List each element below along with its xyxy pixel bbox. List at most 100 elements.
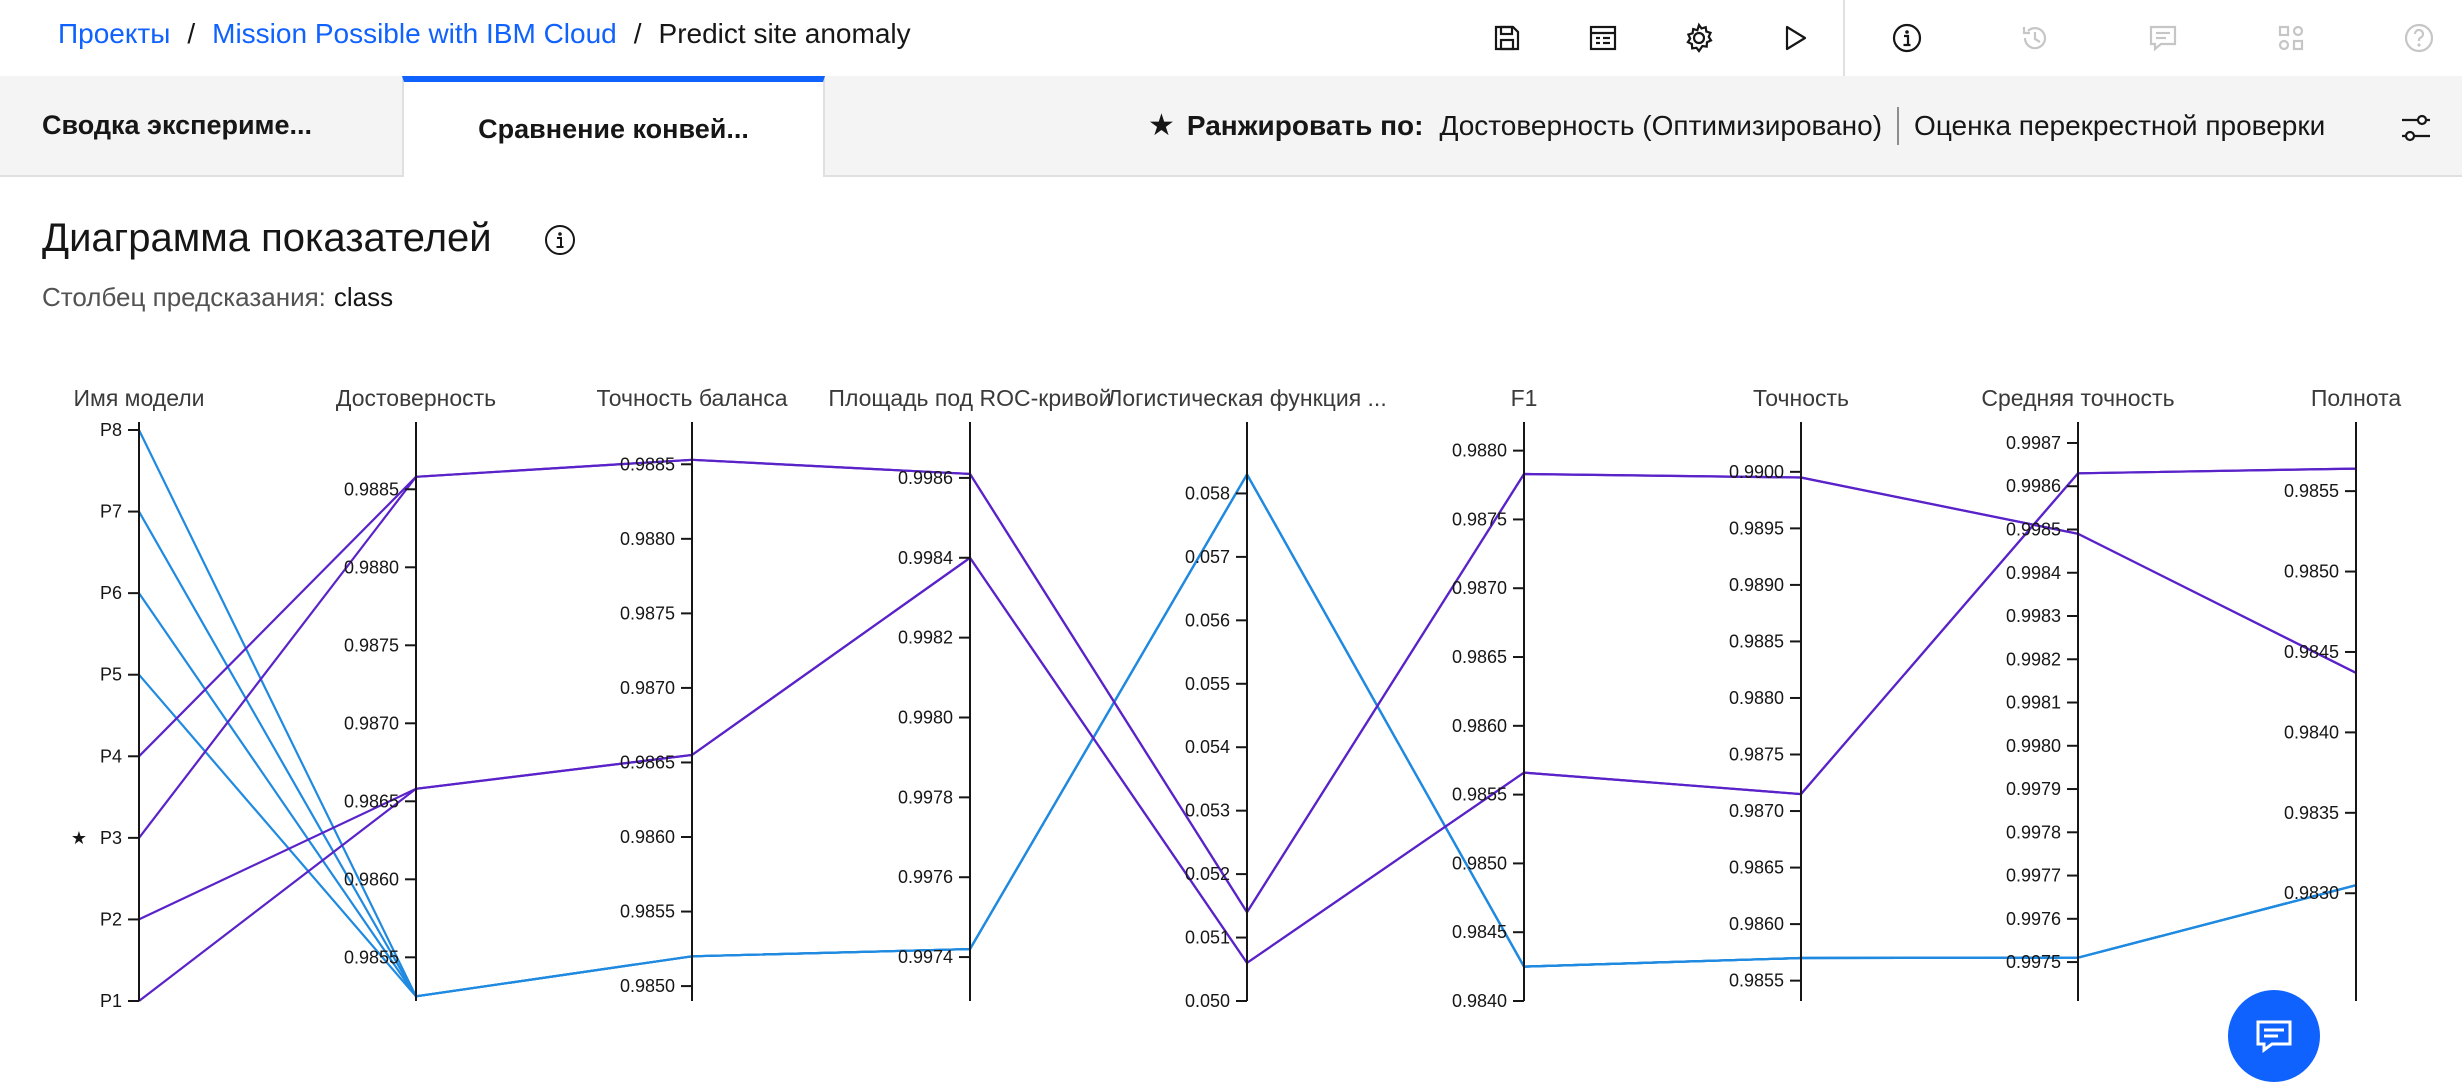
- axis-8: Средняя точность 0.9987 0.9986 0.9985 0.9984…: [1981, 385, 2175, 1001]
- tick-label: 0.9885: [1729, 631, 1784, 651]
- starred-model-icon: ★: [71, 828, 87, 849]
- breadcrumb: Проекты / Mission Possible with IBM Cloud /…: [58, 18, 911, 50]
- help-icon: [2400, 19, 2438, 57]
- tick-label: P3: [100, 828, 122, 848]
- notebook-icon[interactable]: [1584, 19, 1622, 57]
- axis-title: Средняя точность: [1981, 385, 2174, 411]
- tick-label: 0.9975: [2006, 952, 2061, 972]
- tick-label: 0.9900: [1729, 462, 1784, 482]
- tick-label: 0.053: [1185, 801, 1230, 821]
- tick-label: 0.9984: [898, 548, 953, 568]
- chat-button[interactable]: [2228, 990, 2320, 1082]
- apps-icon: [2272, 19, 2310, 57]
- tick-label: 0.9870: [1729, 801, 1784, 821]
- run-icon[interactable]: [1776, 19, 1814, 57]
- tick-label: 0.9845: [2284, 642, 2339, 662]
- metrics-parallel-chart: Имя модели P8 P7 P6 P5 P4 P3 ★ P2 P1 Достоверность…: [71, 385, 2401, 1011]
- tick-label: 0.058: [1185, 483, 1230, 503]
- tick-label: 0.9865: [620, 752, 675, 772]
- axis-title: Площадь под ROC-кривой: [828, 385, 1111, 411]
- axis-title: Достоверность: [336, 385, 496, 411]
- tick-label: 0.9840: [2284, 722, 2339, 742]
- history-icon: [2016, 19, 2054, 57]
- tick-label: P8: [100, 420, 122, 440]
- tick-label: 0.057: [1185, 547, 1230, 567]
- tick-label: P1: [100, 991, 122, 1011]
- tick-label: 0.9865: [344, 791, 399, 811]
- tick-label: 0.9865: [1452, 647, 1507, 667]
- breadcrumb-separator: /: [633, 18, 642, 49]
- tick-label: P2: [100, 909, 122, 929]
- info-icon[interactable]: [1888, 19, 1926, 57]
- prediction-column: Столбец предсказания: class: [42, 282, 393, 313]
- tick-label: 0.9870: [620, 678, 675, 698]
- tick-label: 0.055: [1185, 674, 1230, 694]
- tick-label: 0.9855: [1452, 785, 1507, 805]
- tick-label: P5: [100, 665, 122, 685]
- breadcrumb-projects-link[interactable]: Проекты: [58, 18, 171, 49]
- rank-by: ★ Ранжировать по: Достоверность (Оптимиз…: [1148, 76, 2325, 175]
- info-icon[interactable]: [543, 223, 577, 257]
- tick-label: 0.9830: [2284, 883, 2339, 903]
- tabs-bar: Сводка экспериме... Сравнение конвей... …: [0, 76, 2462, 177]
- axis-title: F1: [1511, 385, 1538, 411]
- tick-label: 0.9875: [344, 635, 399, 655]
- tick-label: P4: [100, 746, 122, 766]
- axis-3: Точность баланса 0.9885 0.9880 0.9875 0.9870…: [596, 385, 788, 1001]
- tick-label: 0.9986: [898, 468, 953, 488]
- tab-experiment-summary[interactable]: Сводка экспериме...: [42, 110, 313, 140]
- tab-pipeline-comparison[interactable]: Сравнение конвей...: [402, 76, 825, 177]
- tick-label: 0.9875: [620, 603, 675, 623]
- tick-label: 0.9850: [620, 976, 675, 996]
- tick-label: 0.9982: [2006, 649, 2061, 669]
- tick-label: P7: [100, 502, 122, 522]
- tick-label: 0.9978: [2006, 822, 2061, 842]
- tick-label: 0.9865: [1729, 858, 1784, 878]
- comments-icon: [2144, 19, 2182, 57]
- rank-by-label: Ранжировать по:: [1186, 109, 1424, 141]
- tick-label: 0.052: [1185, 864, 1230, 884]
- tick-label: 0.9870: [344, 713, 399, 733]
- axis-4: Площадь под ROC-кривой 0.9986 0.9984 0.9982…: [828, 385, 1112, 1001]
- filter-settings-icon[interactable]: [2396, 108, 2436, 148]
- tick-label: 0.9880: [344, 557, 399, 577]
- axis-9: Полнота 0.9855 0.9850 0.9845 0.9840 0.9835 0.9…: [2284, 385, 2401, 1001]
- tick-label: 0.9976: [2006, 909, 2061, 929]
- tick-label: 0.9983: [2006, 606, 2061, 626]
- rank-method[interactable]: Оценка перекрестной проверки: [1914, 109, 2326, 141]
- settings-icon[interactable]: [1680, 19, 1718, 57]
- tick-label: 0.9835: [2284, 803, 2339, 823]
- tick-label: 0.9978: [898, 787, 953, 807]
- toolbar-divider: [1843, 0, 1845, 76]
- tick-label: 0.050: [1185, 991, 1230, 1011]
- axis-7: Точность 0.9900 0.9895 0.9890 0.9885 0.9880 0.…: [1729, 385, 1849, 1001]
- tick-label: 0.9880: [1452, 441, 1507, 461]
- tick-label: 0.9840: [1452, 991, 1507, 1011]
- tick-label: 0.051: [1185, 928, 1230, 948]
- tick-label: 0.9980: [898, 707, 953, 727]
- breadcrumb-project-link[interactable]: Mission Possible with IBM Cloud: [212, 18, 617, 49]
- tick-label: 0.9855: [1729, 971, 1784, 991]
- axis-title: Точность: [1753, 385, 1849, 411]
- tick-label: 0.9980: [2006, 736, 2061, 756]
- save-icon[interactable]: [1488, 19, 1526, 57]
- tick-label: 0.9986: [2006, 476, 2061, 496]
- tick-label: 0.9880: [1729, 688, 1784, 708]
- axis-title: Имя модели: [73, 385, 204, 411]
- tick-label: 0.9860: [1452, 716, 1507, 736]
- tick-label: 0.9855: [620, 902, 675, 922]
- tick-label: 0.9974: [898, 947, 953, 967]
- axis-title: Точность баланса: [596, 385, 787, 411]
- tick-label: 0.9855: [2284, 481, 2339, 501]
- page-title: Диаграмма показателей: [42, 216, 492, 260]
- tick-label: 0.9979: [2006, 779, 2061, 799]
- tick-label: 0.054: [1185, 737, 1230, 757]
- prediction-column-label: Столбец предсказания:: [42, 282, 326, 312]
- tick-label: 0.9845: [1452, 922, 1507, 942]
- tick-label: 0.9860: [620, 827, 675, 847]
- rank-metric[interactable]: Достоверность (Оптимизировано): [1439, 109, 1883, 141]
- tick-label: 0.9885: [344, 479, 399, 499]
- tick-label: 0.9985: [2006, 519, 2061, 539]
- tick-label: 0.9875: [1729, 745, 1784, 765]
- tick-label: 0.9982: [898, 628, 953, 648]
